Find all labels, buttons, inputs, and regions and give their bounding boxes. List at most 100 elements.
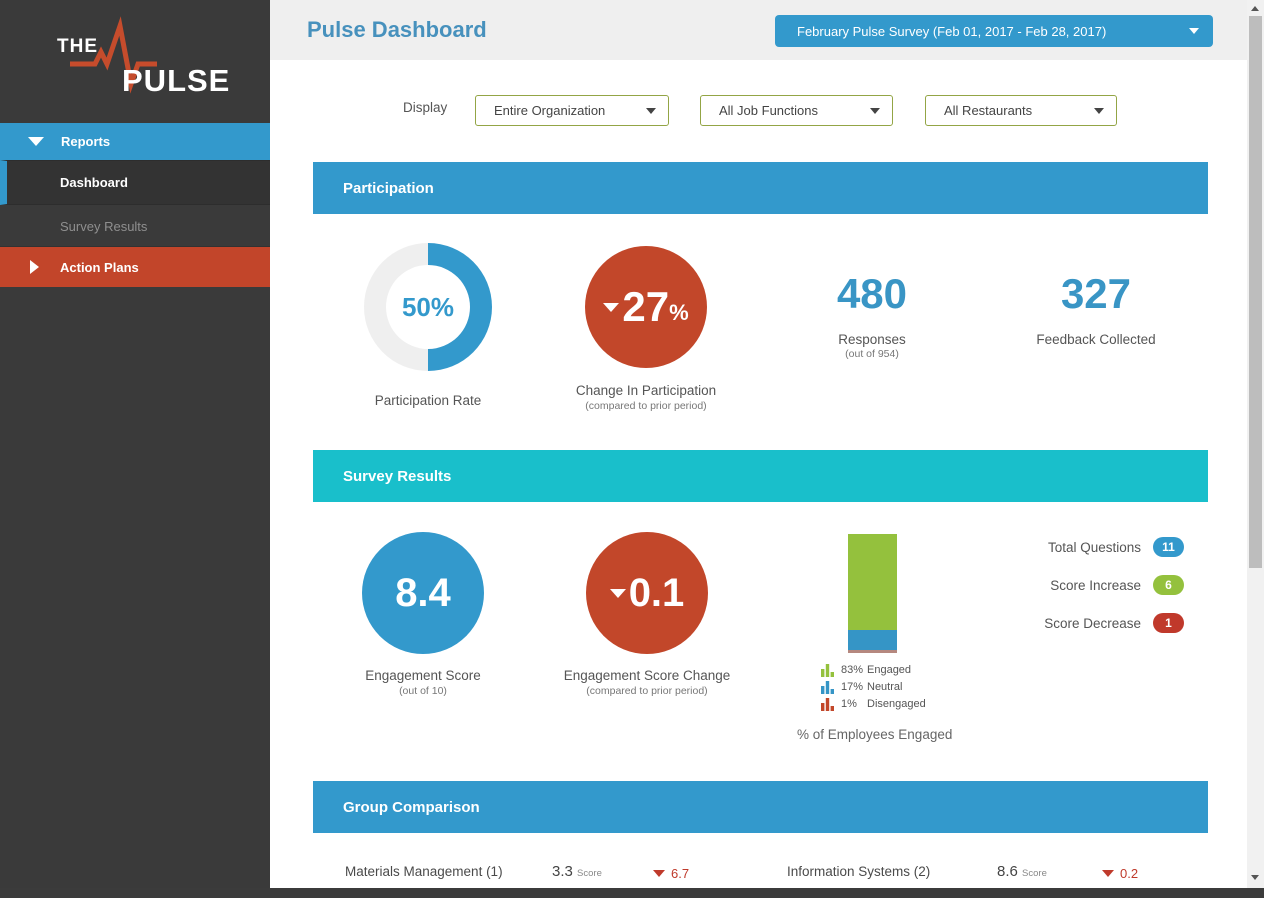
- legend-item-engaged: 83% Engaged: [821, 663, 911, 677]
- sidebar-item-label: Dashboard: [60, 175, 128, 190]
- caret-down-icon: [646, 107, 656, 114]
- page-title: Pulse Dashboard: [307, 17, 487, 42]
- main-content: Pulse Dashboard February Pulse Survey (F…: [270, 0, 1247, 898]
- stat-label: Score Increase: [1050, 577, 1141, 593]
- vertical-scrollbar[interactable]: [1247, 0, 1264, 898]
- group-score-value: 8.6: [997, 863, 1018, 880]
- logo-text-the: THE: [57, 36, 98, 57]
- scroll-down-arrow-icon[interactable]: [1251, 875, 1259, 880]
- sidebar-item-dashboard[interactable]: Dashboard: [0, 160, 270, 205]
- participation-change-label: Change In Participation: [575, 383, 717, 398]
- sidebar-item-survey-results[interactable]: Survey Results: [0, 206, 270, 247]
- score-change-sublabel: (compared to prior period): [586, 685, 708, 697]
- group-change: 0.2: [1102, 866, 1138, 881]
- legend-pct: 17%: [841, 681, 864, 693]
- top-header: Pulse Dashboard February Pulse Survey (F…: [270, 0, 1247, 60]
- organization-filter-select[interactable]: Entire Organization: [475, 95, 669, 126]
- stat-pill: 1: [1153, 613, 1184, 633]
- group-score-value: 3.3: [552, 863, 573, 880]
- group-change-value: 0.2: [1120, 866, 1139, 881]
- responses-label: Responses: [838, 332, 906, 347]
- legend-pct: 1%: [841, 698, 857, 710]
- section-title: Group Comparison: [343, 798, 480, 816]
- sidebar: THE PULSE Reports Dashboard Survey Resul…: [0, 0, 270, 898]
- donut-hole: 50%: [386, 265, 470, 349]
- caret-down-icon: [28, 137, 44, 146]
- triangle-down-icon: [1102, 870, 1114, 877]
- engagement-score-label: Engagement Score: [365, 668, 481, 683]
- restaurants-filter-select[interactable]: All Restaurants: [925, 95, 1117, 126]
- triangle-down-icon: [609, 588, 626, 598]
- section-title: Participation: [343, 179, 434, 197]
- participation-change-value: 27: [622, 283, 670, 330]
- survey-period-select[interactable]: February Pulse Survey (Feb 01, 2017 - Fe…: [775, 15, 1213, 47]
- scrollbar-thumb[interactable]: [1249, 16, 1262, 568]
- bottom-bar: [0, 888, 1264, 898]
- legend-item-disengaged: 1% Disengaged: [821, 697, 926, 711]
- participation-change-sublabel: (compared to prior period): [585, 400, 707, 412]
- participation-section-header: Participation: [313, 162, 1208, 214]
- triangle-down-icon: [603, 302, 620, 312]
- engagement-bar-segment: [848, 650, 897, 653]
- group-comparison-row: Materials Management (1) 3.3 Score 6.7 I…: [313, 863, 1208, 885]
- responses-value: 480: [836, 270, 908, 317]
- legend-bars-icon: [821, 663, 834, 677]
- stat-label: Score Decrease: [1044, 615, 1141, 631]
- filter-value: All Job Functions: [719, 103, 818, 118]
- engagement-stacked-bar: [848, 534, 897, 653]
- legend-pct: 83%: [841, 664, 864, 676]
- group-score: 8.6 Score: [997, 863, 1047, 880]
- engagement-bar-segment: [848, 630, 897, 650]
- triangle-down-icon: [653, 870, 665, 877]
- group-score: 3.3 Score: [552, 863, 602, 880]
- sidebar-item-label: Survey Results: [60, 218, 148, 234]
- stat-pill: 6: [1153, 575, 1184, 595]
- job-functions-filter-select[interactable]: All Job Functions: [700, 95, 893, 126]
- display-label: Display: [403, 100, 448, 115]
- caret-down-icon: [870, 107, 880, 114]
- feedback-label: Feedback Collected: [1036, 332, 1156, 347]
- participation-change-circle: 27 %: [585, 246, 707, 368]
- group-change-value: 6.7: [671, 866, 690, 881]
- stat-score-decrease: Score Decrease 1: [540, 613, 1184, 633]
- stat-total-questions: Total Questions 11: [540, 537, 1184, 557]
- caret-down-icon: [1189, 28, 1199, 34]
- responses-sublabel: (out of 954): [845, 348, 899, 360]
- group-score-unit: Score: [577, 868, 602, 879]
- group-name: Information Systems (2): [787, 864, 931, 879]
- survey-results-section-header: Survey Results: [313, 450, 1208, 502]
- stat-label: Total Questions: [1047, 539, 1141, 555]
- filter-value: Entire Organization: [494, 103, 606, 118]
- score-change-circle: 0.1: [586, 532, 708, 654]
- participation-change-unit: %: [669, 300, 689, 325]
- group-comparison-section-header: Group Comparison: [313, 781, 1208, 833]
- section-title: Survey Results: [343, 467, 452, 485]
- caret-right-icon: [30, 260, 39, 274]
- group-name: Materials Management (1): [345, 864, 503, 879]
- engagement-bar-segment: [848, 534, 897, 631]
- legend-item-neutral: 17% Neutral: [821, 680, 902, 694]
- legend-bars-icon: [821, 697, 834, 711]
- group-change: 6.7: [653, 866, 689, 881]
- score-change-label: Engagement Score Change: [563, 668, 731, 683]
- group-score-unit: Score: [1022, 868, 1047, 879]
- engagement-score-value: 8.4: [395, 570, 451, 615]
- engagement-score-circle: 8.4: [362, 532, 484, 654]
- legend-label: Neutral: [867, 681, 903, 693]
- filter-value: All Restaurants: [944, 103, 1033, 118]
- survey-period-value: February Pulse Survey (Feb 01, 2017 - Fe…: [797, 23, 1107, 39]
- engagement-score-sublabel: (out of 10): [399, 685, 447, 697]
- scroll-up-arrow-icon[interactable]: [1251, 6, 1259, 11]
- sidebar-item-action-plans[interactable]: Action Plans: [0, 247, 270, 287]
- stat-pill: 11: [1153, 537, 1184, 557]
- legend-label: Engaged: [867, 664, 912, 676]
- sidebar-item-reports[interactable]: Reports: [0, 123, 270, 160]
- participation-donut: 50%: [364, 243, 492, 371]
- logo-text-pulse: PULSE: [122, 63, 231, 98]
- pulse-waveform-icon: [62, 14, 162, 99]
- legend-label: Disengaged: [867, 698, 926, 710]
- feedback-value: 327: [1060, 270, 1132, 317]
- legend-bars-icon: [821, 680, 834, 694]
- sidebar-item-label: Action Plans: [60, 259, 139, 275]
